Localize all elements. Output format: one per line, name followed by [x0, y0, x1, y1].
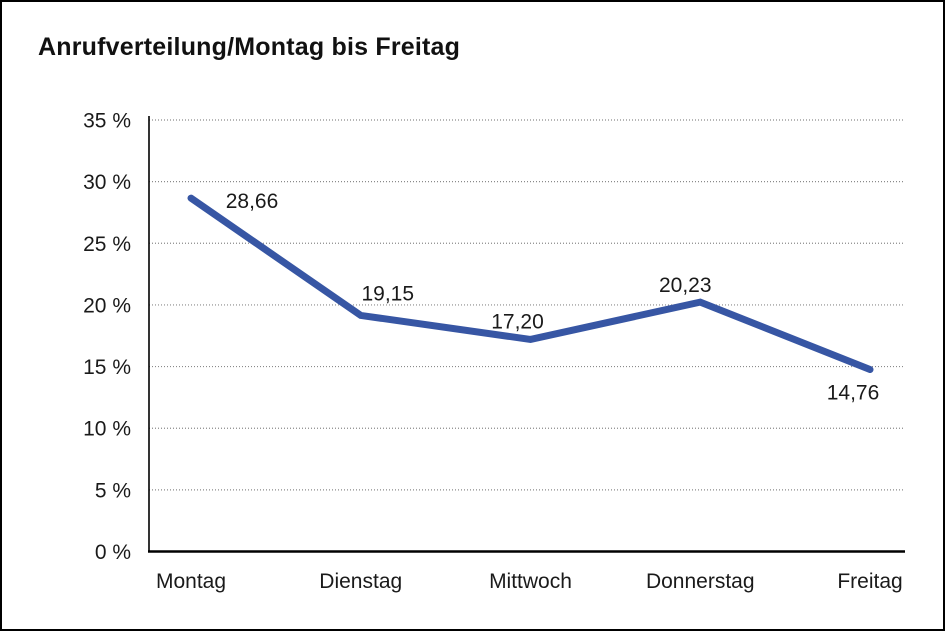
- data-point-label: 19,15: [361, 282, 414, 305]
- y-tick-label: 15 %: [83, 356, 131, 379]
- x-category-label: Donnerstag: [646, 570, 755, 593]
- chart-title: Anrufverteilung/Montag bis Freitag: [38, 33, 461, 61]
- y-tick-label: 20 %: [83, 294, 131, 317]
- x-category-label: Dienstag: [319, 570, 402, 593]
- data-point-label: 20,23: [659, 274, 712, 297]
- x-category-label: Montag: [156, 570, 226, 593]
- x-category-label: Mittwoch: [489, 570, 572, 593]
- y-tick-label: 35 %: [83, 110, 131, 133]
- data-point-label: 14,76: [827, 382, 880, 405]
- data-point-label: 28,66: [226, 190, 279, 213]
- data-series-line: [187, 194, 874, 374]
- y-tick-label: 30 %: [83, 171, 131, 194]
- y-tick-label: 0 %: [95, 541, 131, 564]
- y-tick-label: 10 %: [83, 418, 131, 441]
- data-point-label: 17,20: [491, 310, 544, 333]
- x-category-label: Freitag: [837, 570, 902, 593]
- y-tick-label: 25 %: [83, 233, 131, 256]
- y-tick-label: 5 %: [95, 479, 131, 502]
